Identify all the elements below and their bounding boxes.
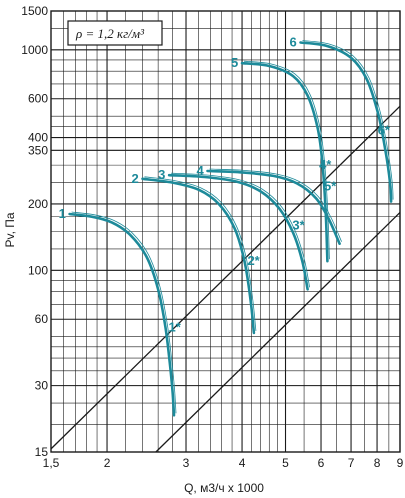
curve-label-4: 4 [197, 163, 205, 178]
density-legend: ρ = 1,2 кг/м³ [67, 20, 163, 46]
density-legend-box [67, 20, 163, 46]
fan-curve-1-upper [71, 211, 177, 414]
plot-frame [50, 10, 401, 453]
y-tick-label: 600 [28, 92, 48, 106]
curve-label-1: 1 [59, 206, 66, 221]
y-tick-label: 200 [28, 197, 48, 211]
grid [50, 10, 401, 453]
fan-curve-3-upper [171, 172, 310, 288]
y-tick-label: 400 [28, 131, 48, 145]
y-tick-label: 60 [35, 312, 49, 326]
x-tick-label: 1,5 [43, 456, 60, 470]
curve-label-6: 6 [290, 34, 297, 49]
x-tick-label: 3 [183, 456, 190, 470]
system-lines [50, 105, 401, 453]
fan-curve-2 [141, 177, 256, 335]
x-tick-label: 7 [348, 456, 355, 470]
fan-curve-3 [167, 173, 309, 291]
curve-label-2: 2 [132, 171, 139, 186]
fan-curves [68, 40, 394, 417]
system-line [50, 105, 401, 450]
curve-label-3: 3 [158, 167, 165, 182]
point-label-5star: 5* [324, 178, 337, 193]
x-axis-label: Q, м3/ч x 1000 [184, 481, 264, 495]
point-label-6star: 6* [378, 123, 391, 138]
fan-curve-4-upper [209, 168, 342, 242]
point-label-3star: 3* [292, 217, 305, 232]
y-axis-label: Pv, Па [3, 212, 17, 247]
y-tick-label: 1000 [21, 43, 48, 57]
y-tick-label: 1500 [21, 4, 48, 18]
density-annotation: ρ = 1,2 кг/м³ [75, 26, 145, 41]
fan-curve-1 [68, 212, 176, 417]
fan-curve-5-upper [243, 60, 330, 260]
fan-curve-6 [299, 41, 393, 203]
x-tick-label: 2 [104, 456, 111, 470]
curve-labels: 1 2 3 4 5 6 1* 2* 3* 4* 5* 6* [59, 34, 391, 334]
point-label-2star: 2* [247, 253, 260, 268]
fan-curve-2-upper [144, 176, 257, 331]
point-label-4star: 4* [319, 157, 332, 172]
system-line [155, 211, 401, 453]
curve-label-5: 5 [231, 55, 238, 70]
x-tick-label: 4 [239, 456, 246, 470]
x-tick-label: 5 [282, 456, 289, 470]
y-tick-label: 350 [28, 143, 48, 157]
fan-curve-6-upper [302, 40, 394, 200]
y-tick-label: 30 [35, 379, 49, 393]
y-tick-label: 15 [35, 445, 49, 459]
x-tick-label: 8 [374, 456, 381, 470]
point-label-1star: 1* [168, 320, 181, 335]
x-tick-label: 9 [397, 456, 404, 470]
x-tick-label: 6 [318, 456, 325, 470]
fan-curve-4 [206, 169, 341, 245]
fan-curve-5 [240, 61, 329, 263]
y-tick-label: 100 [28, 263, 48, 277]
